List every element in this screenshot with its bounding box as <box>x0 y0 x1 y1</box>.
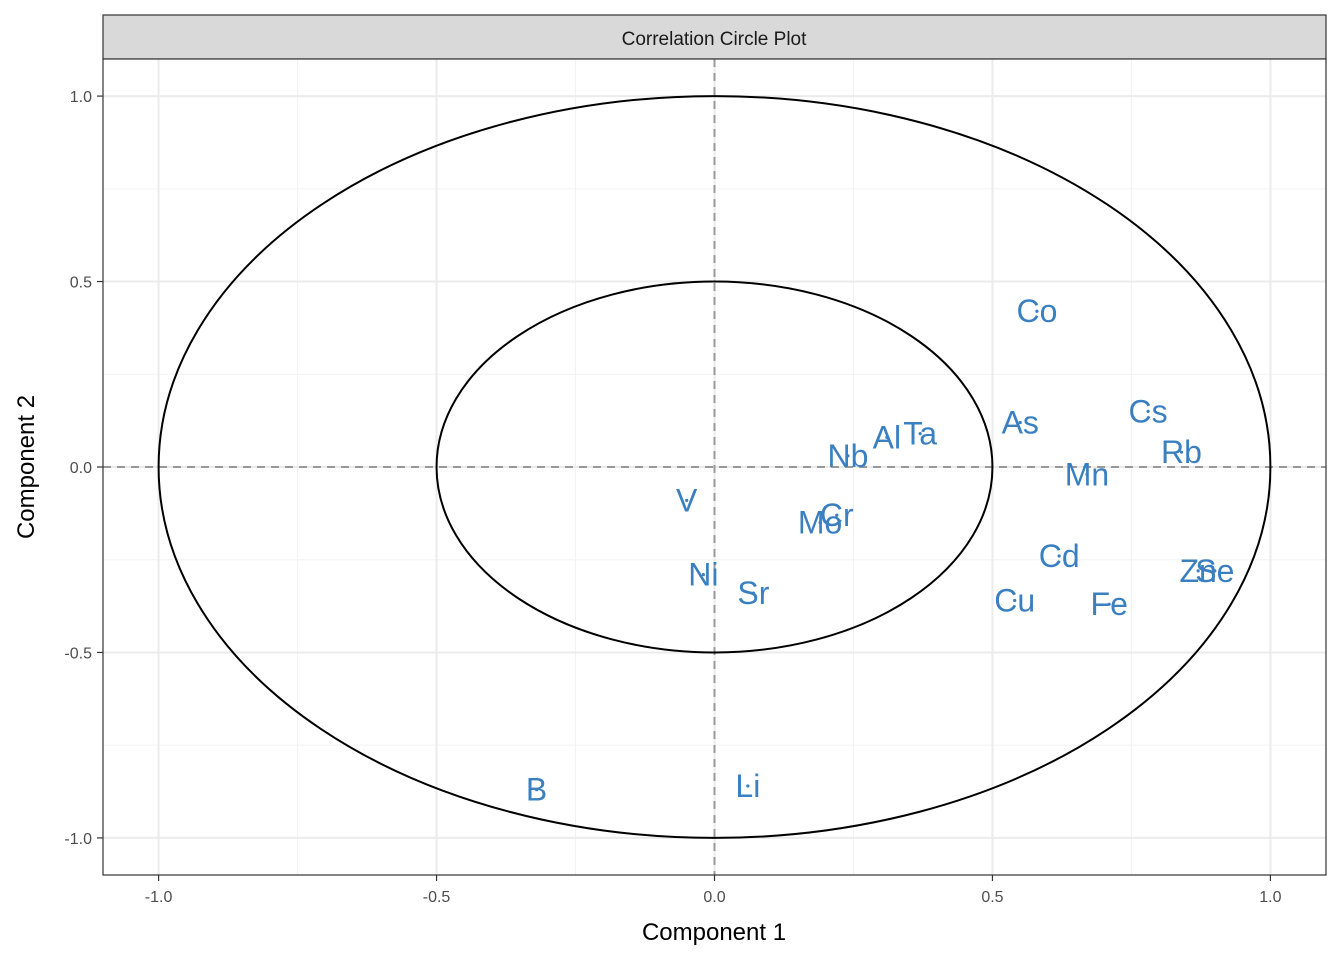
outer-circle <box>157 95 1272 839</box>
variable-point: Ta <box>903 416 937 452</box>
variable-point: Sr <box>737 575 769 611</box>
variable-point: Al <box>873 419 901 455</box>
variable-point: Nb <box>827 438 868 474</box>
y-axis-title: Component 2 <box>13 395 40 539</box>
point-marker <box>1085 472 1089 477</box>
point-marker <box>885 435 889 439</box>
variable-point: Cs <box>1129 393 1168 429</box>
variable-point: Fe <box>1091 586 1128 622</box>
variable-point: Cu <box>994 583 1035 619</box>
variable-label: Li <box>735 768 760 804</box>
point-marker <box>1107 602 1111 606</box>
point-marker <box>1196 569 1200 573</box>
variable-point: Mo <box>798 505 842 541</box>
variable-point: Se <box>1195 553 1234 589</box>
point-marker <box>535 788 539 792</box>
variable-label: As <box>1002 404 1039 440</box>
variable-label: Fe <box>1091 586 1128 622</box>
variable-label: Cr <box>820 497 854 533</box>
variable-point: Mn <box>1065 456 1109 492</box>
variable-label: Co <box>1016 293 1057 329</box>
variable-point: Co <box>1016 293 1057 329</box>
variable-label: Rb <box>1161 434 1202 470</box>
point-marker <box>701 572 705 577</box>
variable-label: Mo <box>798 505 842 541</box>
point-marker <box>1018 420 1022 425</box>
y-tick-label: -1.0 <box>64 831 92 848</box>
variable-label: Mn <box>1065 456 1109 492</box>
point-marker <box>1146 409 1150 413</box>
variable-label: Cs <box>1129 393 1168 429</box>
variable-label: Nb <box>827 438 868 474</box>
x-tick-label: -0.5 <box>423 889 451 906</box>
point-marker <box>846 454 850 458</box>
point-marker <box>1013 598 1017 603</box>
point-marker <box>1179 450 1184 454</box>
variable-label: Al <box>873 419 901 455</box>
variable-point: Zn <box>1179 553 1216 589</box>
variable-point: Cr <box>820 497 854 533</box>
point-marker <box>746 784 750 788</box>
x-axis: -1.0 -0.5 0.0 0.5 1.0 <box>145 875 1282 906</box>
inner-circle <box>435 280 994 654</box>
x-tick-label: -1.0 <box>145 889 173 906</box>
facet-strip: Correlation Circle Plot <box>102 14 1327 60</box>
y-axis: -1.0 -0.5 0.0 0.5 1.0 <box>64 89 103 848</box>
y-tick-label: 1.0 <box>70 89 92 106</box>
point-marker <box>1213 569 1217 573</box>
variable-label: B <box>526 772 547 808</box>
point-marker <box>1035 309 1039 313</box>
variable-point: As <box>1002 404 1039 440</box>
point-marker <box>751 591 756 595</box>
chart-title: Correlation Circle Plot <box>622 29 808 50</box>
point-marker <box>818 521 822 525</box>
variable-label: Zn <box>1179 553 1216 589</box>
variable-label: Se <box>1195 553 1234 589</box>
variable-point: Li <box>735 768 760 804</box>
variable-point: Ni <box>688 557 718 593</box>
point-marker <box>1057 554 1061 558</box>
variable-point: B <box>526 772 547 808</box>
point-marker <box>835 513 839 517</box>
variable-label: Sr <box>737 575 769 611</box>
reference-lines <box>103 59 1326 875</box>
correlation-circles <box>157 95 1272 839</box>
variable-label: Ni <box>688 557 718 593</box>
x-tick-label: 0.5 <box>981 889 1003 906</box>
x-tick-label: 0.0 <box>703 889 725 906</box>
variable-point: Cd <box>1039 538 1080 574</box>
variable-point: V <box>676 482 698 518</box>
variable-point: Rb <box>1161 434 1202 470</box>
x-tick-label: 1.0 <box>1259 889 1281 906</box>
variable-label: V <box>676 482 698 518</box>
facet-strip-background <box>102 14 1327 60</box>
variable-label: Ta <box>903 416 937 452</box>
y-tick-label: 0.5 <box>70 275 92 292</box>
point-marker <box>685 498 689 502</box>
variable-label: Cu <box>994 583 1035 619</box>
variable-label: Cd <box>1039 538 1080 574</box>
y-tick-label: 0.0 <box>70 460 92 477</box>
point-marker <box>918 432 922 436</box>
x-axis-title: Component 1 <box>642 919 786 946</box>
y-tick-label: -0.5 <box>64 645 92 662</box>
